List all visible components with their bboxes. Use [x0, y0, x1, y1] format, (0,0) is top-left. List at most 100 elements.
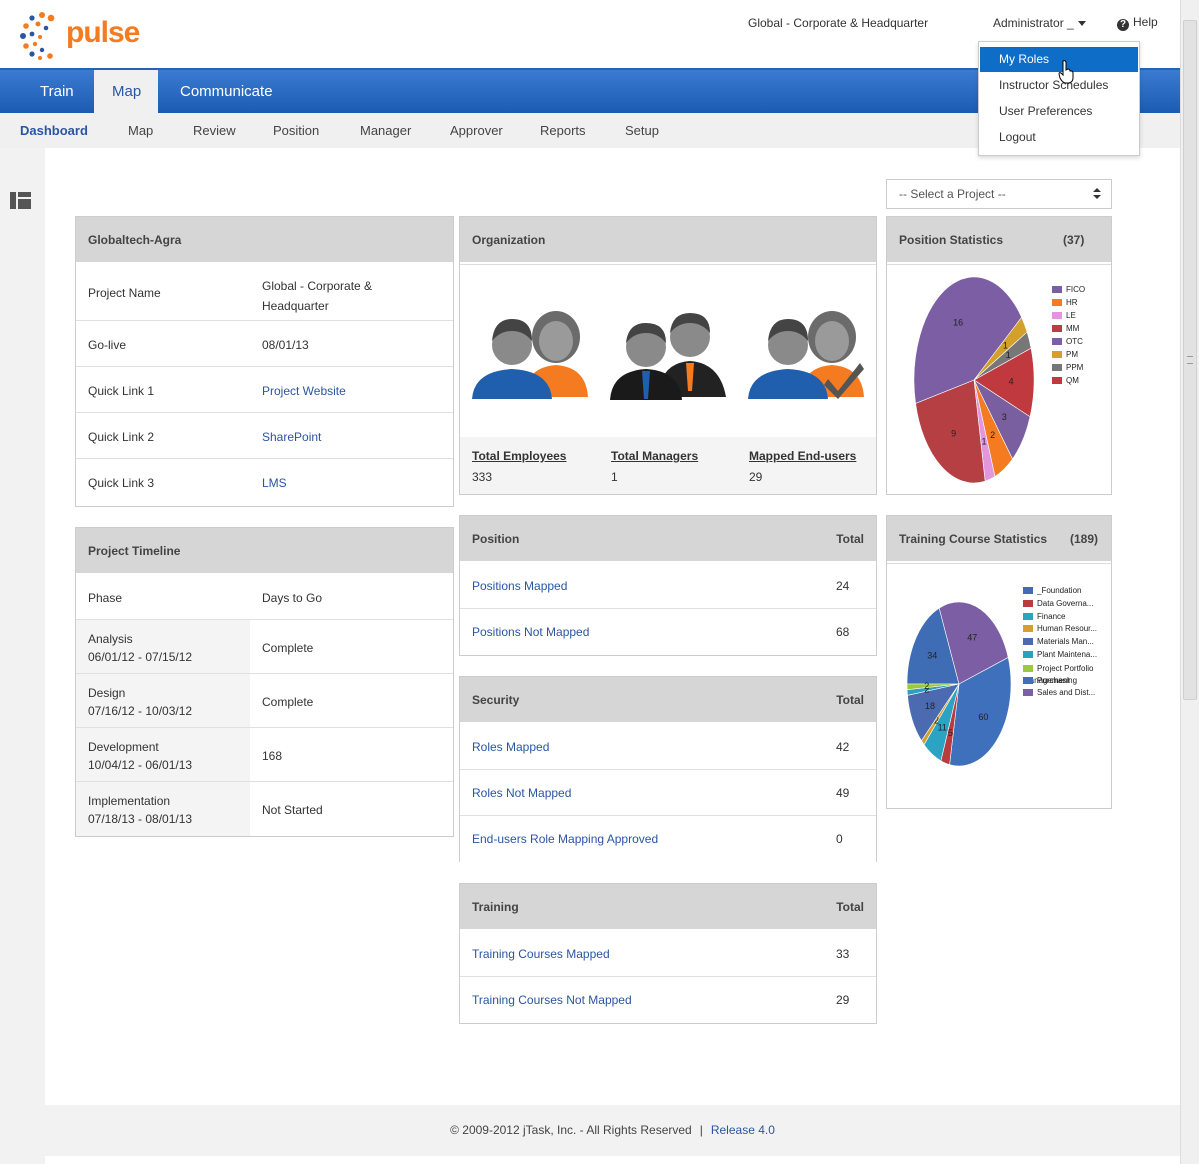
legend-swatch: [1023, 676, 1033, 684]
pie-slice-value: 1: [981, 437, 986, 447]
hand-cursor-icon: [1058, 60, 1074, 84]
legend-item: FICO: [1052, 285, 1085, 294]
table-row: Analysis 06/01/12 - 07/15/12 Complete: [76, 620, 453, 674]
legend-label: Materials Man...: [1037, 637, 1094, 647]
position-stats-count: (37): [1063, 233, 1085, 247]
phase-name: Analysis: [88, 632, 133, 646]
phase-dates: 06/01/12 - 07/15/12: [88, 650, 193, 664]
legend-label: Plant Maintena...: [1037, 650, 1098, 659]
menu-item-my-roles[interactable]: My Roles: [980, 47, 1138, 72]
training-stats-head: Training Course Statistics (189): [887, 516, 1111, 563]
mapped-end-users-label[interactable]: Mapped End-users: [749, 449, 857, 463]
release-link[interactable]: Release 4.0: [710, 1123, 775, 1137]
legend-item: Sales and Dist...: [1023, 688, 1095, 697]
legend-swatch: [1052, 364, 1062, 371]
pie-slice-value: 3: [1002, 412, 1007, 422]
table-row: Development 10/04/12 - 06/01/13 168: [76, 728, 453, 782]
training-not-mapped-link[interactable]: Training Courses Not Mapped: [472, 993, 632, 1007]
logo-dots-icon: [20, 12, 55, 60]
table-header-row: Phase Days to Go: [76, 575, 453, 620]
page-scrollbar[interactable]: [1180, 0, 1199, 1164]
training-panel-title: Training: [472, 900, 519, 914]
scrollbar-thumb[interactable]: [1183, 20, 1197, 700]
subtab-position[interactable]: Position: [273, 123, 320, 138]
pie-slice-value: 2: [924, 681, 929, 691]
pie-slice-foundation[interactable]: [906, 607, 960, 685]
phase-dates: 10/04/12 - 06/01/13: [88, 758, 193, 772]
legend-item: Materials Man...: [1023, 637, 1094, 646]
total-employees-label[interactable]: Total Employees: [472, 449, 567, 463]
legend-swatch: [1052, 312, 1062, 319]
security-panel: Security Total Roles Mapped 42 Roles Not…: [459, 676, 877, 862]
legend-swatch: [1023, 689, 1033, 697]
pulse-logo[interactable]: pulse: [18, 10, 140, 60]
phase-dates: 07/18/13 - 08/01/13: [88, 812, 193, 826]
subtab-map[interactable]: Map: [128, 123, 154, 138]
position-stats-panel: Position Statistics (37) 4 3 2 1 9 16 1 1 FICO H…: [886, 216, 1112, 495]
pie-slice-ppm[interactable]: [973, 331, 1032, 381]
row-label: Go-live: [88, 338, 127, 352]
footer-separator: |: [699, 1123, 703, 1137]
menu-item-logout[interactable]: Logout: [999, 130, 1036, 144]
table-row: Training Courses Mapped 33: [460, 931, 876, 977]
roles-not-mapped-link[interactable]: Roles Not Mapped: [472, 786, 572, 800]
legend-item: Plant Maintena...: [1023, 650, 1097, 659]
pie-slice-purchasing[interactable]: [949, 656, 1012, 767]
subtab-reports[interactable]: Reports: [540, 123, 586, 138]
legend-item: Project Portfolio Management: [1023, 663, 1103, 687]
subtab-dashboard[interactable]: Dashboard: [20, 123, 88, 138]
phase-name: Implementation: [88, 794, 171, 808]
row-total: 33: [836, 947, 850, 961]
total-managers-label[interactable]: Total Managers: [611, 449, 699, 463]
row-label: Project Name: [88, 286, 161, 300]
table-row: Positions Not Mapped 68: [460, 609, 876, 655]
tab-communicate[interactable]: Communicate: [180, 83, 273, 100]
roles-mapped-link[interactable]: Roles Mapped: [472, 740, 550, 754]
tab-train[interactable]: Train: [40, 83, 74, 100]
phase-status: 168: [262, 749, 283, 763]
pie-slice-otc[interactable]: [913, 276, 1022, 404]
training-mapped-link[interactable]: Training Courses Mapped: [472, 947, 610, 961]
positions-mapped-link[interactable]: Positions Mapped: [472, 579, 568, 593]
subtab-setup[interactable]: Setup: [625, 123, 659, 138]
mapped-users-icon: [748, 311, 864, 399]
menu-item-user-preferences[interactable]: User Preferences: [999, 104, 1093, 118]
user-menu-dropdown: My Roles Instructor Schedules User Prefe…: [978, 41, 1140, 156]
project-website-link[interactable]: Project Website: [262, 384, 346, 398]
table-row: Quick Link 2 SharePoint: [76, 413, 453, 459]
subtab-approver[interactable]: Approver: [450, 123, 503, 138]
pie-slice-qm[interactable]: [973, 347, 1035, 418]
subtab-manager[interactable]: Manager: [360, 123, 412, 138]
pie-slice-mm[interactable]: [915, 379, 986, 484]
role-mapping-approved-link[interactable]: End-users Role Mapping Approved: [472, 832, 659, 846]
pie-slice-sales-and-dist[interactable]: [938, 601, 1009, 685]
row-total: 68: [836, 625, 850, 639]
positions-not-mapped-link[interactable]: Positions Not Mapped: [472, 625, 590, 639]
table-row: Implementation 07/18/13 - 08/01/13 Not S…: [76, 782, 453, 836]
project-select[interactable]: -- Select a Project --: [886, 179, 1112, 209]
user-menu-toggle[interactable]: Administrator _: [993, 16, 1086, 30]
help-link[interactable]: ? Help: [1117, 15, 1158, 31]
copyright-text: © 2009-2012 jTask, Inc. - All Rights Res…: [450, 1123, 692, 1137]
pie-slice-value: 34: [927, 651, 937, 661]
col-days-to-go: Days to Go: [262, 591, 323, 605]
training-total-header: Total: [836, 900, 864, 914]
pie-slice-value: 18: [925, 701, 935, 711]
tab-map[interactable]: Map: [94, 70, 158, 113]
phase-status: Complete: [262, 695, 314, 709]
menu-item-instructor-schedules[interactable]: Instructor Schedules: [999, 78, 1109, 92]
pie-slice-value: 2: [924, 684, 929, 694]
pie-slice-value: 1: [1006, 350, 1011, 360]
layout-toggle-icon[interactable]: [10, 192, 31, 209]
logo-text: pulse: [66, 16, 140, 49]
phase-status: Complete: [262, 641, 314, 655]
subtab-review[interactable]: Review: [193, 123, 236, 138]
sharepoint-link[interactable]: SharePoint: [262, 430, 322, 444]
legend-item: _Foundation: [1023, 586, 1081, 595]
table-row: Training Courses Not Mapped 29: [460, 977, 876, 1023]
legend-label: PPM: [1066, 363, 1084, 372]
pie-slice-project-portfolio-management[interactable]: [906, 683, 960, 691]
lms-link[interactable]: LMS: [262, 476, 287, 490]
